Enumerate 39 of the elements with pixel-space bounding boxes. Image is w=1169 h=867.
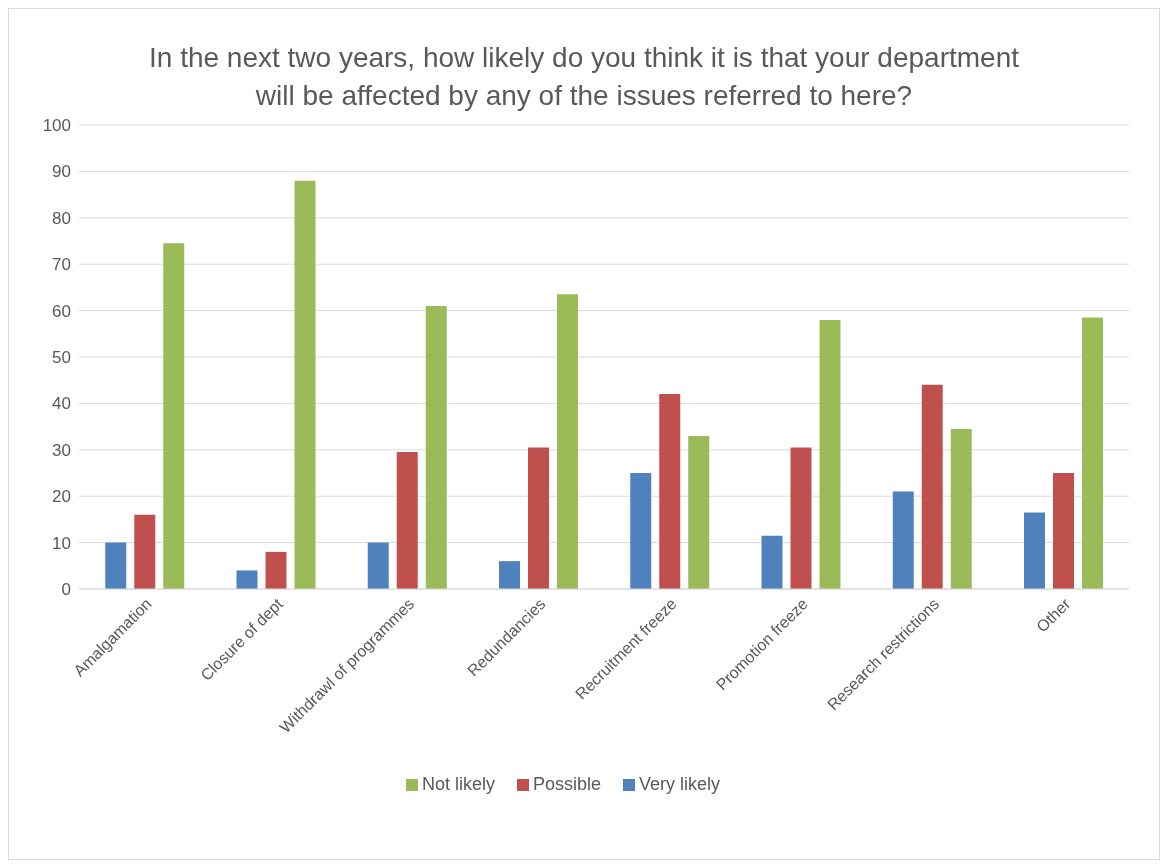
bar (1082, 317, 1103, 589)
bar (265, 551, 287, 589)
bar (761, 535, 783, 589)
bar (134, 514, 156, 589)
bar (921, 384, 943, 589)
y-tick-label: 50 (52, 348, 71, 368)
legend-label: Not likely (421, 774, 495, 794)
bar (1053, 473, 1074, 589)
y-tick-label: 60 (52, 301, 71, 321)
bar (950, 428, 972, 589)
bar (528, 447, 549, 589)
y-tick-label: 80 (52, 208, 71, 228)
bar (105, 542, 127, 589)
bar (557, 294, 578, 589)
y-tick-label: 10 (52, 533, 71, 553)
y-tick-label: 40 (52, 394, 71, 414)
bar (659, 394, 681, 589)
bar (630, 473, 652, 589)
bar (688, 435, 710, 589)
y-tick-label: 30 (52, 440, 71, 460)
bar (790, 447, 812, 589)
y-tick-label: 0 (61, 580, 71, 600)
bar (425, 305, 447, 589)
bar (499, 561, 520, 589)
bar (396, 452, 418, 589)
bar (1024, 512, 1045, 589)
bar (236, 570, 258, 589)
y-tick-label: 20 (52, 487, 71, 507)
bar (892, 491, 914, 589)
legend-label: Possible (532, 774, 602, 794)
y-tick-label: 70 (52, 255, 71, 275)
bar (819, 319, 841, 589)
bar (163, 243, 185, 589)
legend-label: Very likely (639, 774, 721, 794)
y-tick-label: 90 (52, 162, 71, 182)
y-tick-label: 100 (42, 116, 71, 136)
bar (294, 180, 316, 589)
chart-title: In the next two years, how likely do you think it is that your department will be affected by any of the issues referred to here? (148, 41, 1020, 113)
bar (367, 542, 389, 589)
